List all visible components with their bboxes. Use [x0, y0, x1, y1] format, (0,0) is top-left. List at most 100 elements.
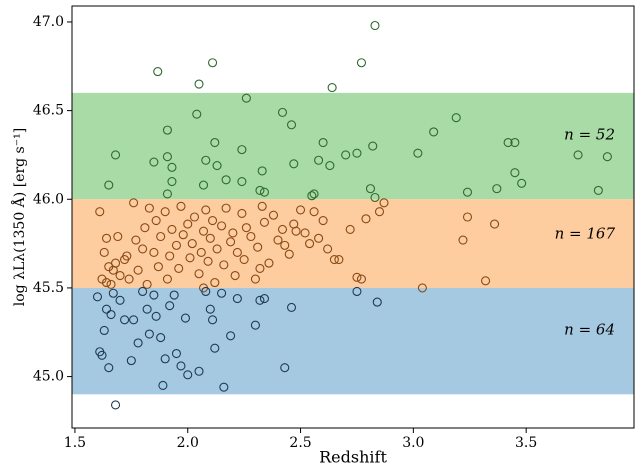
y-axis-label: log λLλ(1350 Å) [erg s⁻¹] — [10, 128, 28, 306]
point — [370, 192, 380, 203]
point — [198, 226, 209, 236]
axes: 1.5 2.0 2.5 3.0 3.5 45.0 45.5 46.0 46.5 47.0 — [33, 5, 635, 451]
y-tick-label: 47.0 — [33, 14, 64, 30]
point — [101, 278, 112, 288]
point — [138, 244, 148, 254]
point — [165, 301, 175, 311]
point — [268, 210, 279, 220]
point — [230, 270, 240, 281]
band — [72, 92, 634, 200]
point — [352, 148, 362, 158]
point — [189, 212, 200, 222]
point — [226, 331, 236, 341]
point — [167, 224, 177, 234]
point — [325, 161, 335, 171]
point — [361, 214, 371, 224]
point — [167, 162, 177, 172]
point — [318, 215, 328, 226]
x-axis-label: Redshift — [319, 448, 387, 467]
point — [221, 203, 231, 213]
band-annotation: n = 64 — [564, 320, 615, 338]
point — [208, 315, 218, 325]
point — [257, 166, 267, 176]
band — [72, 287, 634, 395]
point — [253, 242, 263, 252]
y-tick-label: 45.0 — [33, 369, 64, 385]
y-tick-label: 46.5 — [33, 103, 64, 119]
point — [95, 207, 105, 217]
point — [255, 263, 265, 273]
point — [110, 150, 121, 160]
point — [237, 176, 247, 187]
point — [208, 58, 218, 68]
point — [203, 256, 213, 266]
points — [92, 20, 612, 410]
point — [160, 354, 170, 364]
point — [602, 152, 612, 162]
point — [286, 302, 297, 312]
point — [160, 207, 170, 217]
point — [429, 127, 439, 137]
point — [156, 231, 166, 242]
point — [210, 343, 220, 353]
point — [217, 221, 227, 231]
point — [99, 247, 109, 258]
point — [183, 219, 193, 229]
point — [264, 258, 274, 268]
point — [314, 155, 324, 165]
point — [417, 283, 427, 293]
point — [120, 315, 130, 325]
point — [129, 198, 139, 208]
point — [307, 191, 317, 201]
point — [210, 278, 220, 288]
point — [126, 356, 136, 366]
point — [165, 251, 175, 261]
point — [201, 286, 211, 297]
point — [334, 255, 344, 265]
point — [113, 231, 123, 242]
point — [162, 274, 172, 284]
point — [142, 304, 152, 314]
point — [108, 288, 118, 298]
point — [183, 370, 193, 380]
point — [309, 189, 319, 199]
band-annotation: n = 52 — [564, 125, 615, 143]
point — [314, 233, 324, 243]
point — [352, 272, 362, 282]
point — [490, 219, 500, 229]
point — [171, 240, 182, 250]
point — [162, 189, 172, 199]
point — [517, 178, 527, 188]
point — [352, 286, 362, 297]
point — [239, 255, 249, 265]
point — [153, 67, 163, 77]
band — [72, 199, 634, 288]
point — [99, 325, 109, 336]
y-tick-label: 45.5 — [33, 280, 64, 296]
point — [219, 382, 229, 392]
point — [153, 262, 163, 272]
point — [178, 230, 188, 240]
point — [370, 20, 380, 31]
point — [305, 239, 315, 249]
point — [167, 176, 177, 187]
point — [341, 150, 351, 160]
point — [115, 270, 125, 281]
point — [259, 217, 269, 227]
point — [309, 207, 319, 217]
x-tick-label: 2.0 — [177, 435, 199, 451]
y-tick-label: 46.0 — [33, 191, 64, 207]
point — [241, 93, 251, 103]
point — [219, 260, 229, 270]
point — [250, 320, 260, 330]
point — [300, 228, 310, 238]
point — [205, 304, 215, 314]
point — [104, 363, 114, 373]
point — [97, 350, 107, 360]
point — [255, 185, 265, 195]
point — [110, 400, 121, 410]
bands: n = 52 n = 167 n = 64 — [72, 92, 634, 395]
point — [372, 297, 382, 307]
point — [110, 258, 121, 268]
point — [237, 145, 247, 155]
